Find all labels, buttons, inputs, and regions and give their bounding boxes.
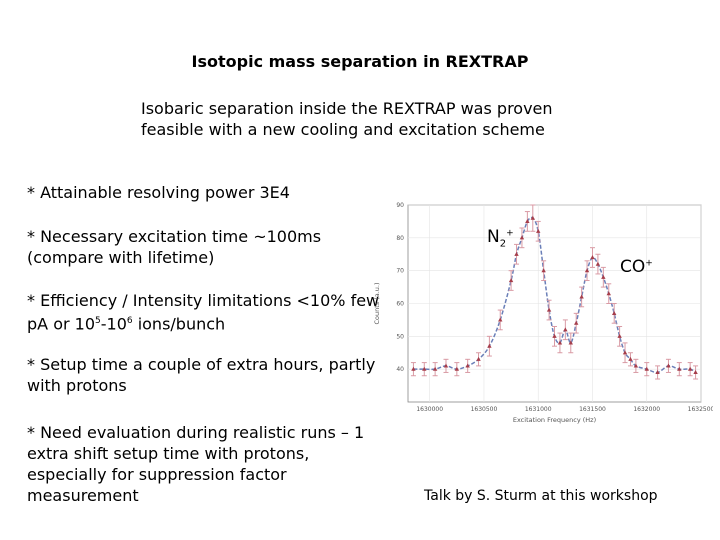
co-superscript: + — [645, 258, 653, 269]
mass-spectrum-chart: 40 50 60 70 80 90 1630000 1630500 1631000 1631500… — [373, 202, 713, 424]
y-tick-label: 50 — [396, 333, 404, 340]
bullet-efficiency-text-b: -10 — [100, 314, 127, 334]
exponent-6: 6 — [126, 316, 133, 326]
bullet-efficiency-text-a: * Efficiency / Intensity limitations <10… — [27, 291, 380, 334]
data-points — [411, 215, 698, 375]
data-point — [611, 310, 617, 315]
data-point — [617, 333, 622, 338]
data-point — [687, 366, 693, 371]
error-bars — [410, 204, 699, 380]
data-point — [693, 370, 698, 375]
bullet-efficiency: * Efficiency / Intensity limitations <10… — [27, 290, 387, 334]
y-tick-label: 60 — [396, 301, 404, 308]
x-tick-label: 1632500 — [688, 406, 713, 413]
data-point — [465, 363, 470, 368]
data-point — [443, 363, 449, 368]
data-point — [628, 356, 633, 361]
data-point — [552, 333, 557, 338]
data-point — [536, 228, 541, 233]
bullet-evaluation: * Need evaluation during realistic runs … — [27, 423, 365, 505]
data-point — [514, 251, 519, 256]
x-tick-label: 1631500 — [579, 406, 606, 413]
data-point — [432, 366, 438, 371]
data-point — [476, 356, 481, 361]
x-tick-label: 1630500 — [471, 406, 498, 413]
y-tick-label: 90 — [396, 202, 404, 209]
data-point — [579, 294, 584, 299]
n2-subscript: 2 — [499, 238, 507, 250]
y-axis-label: Counts (a.u.) — [373, 282, 381, 324]
bullet-excitation-time: * Necessary excitation time ~100ms (comp… — [27, 227, 322, 267]
data-point — [644, 366, 649, 371]
data-point — [622, 350, 628, 355]
data-point — [525, 219, 530, 224]
co-peak-label: CO+ — [620, 257, 653, 277]
x-axis-label: Excitation Frequency (Hz) — [513, 416, 596, 424]
data-point — [655, 370, 660, 375]
n2-label-text: N — [487, 227, 500, 247]
data-point — [584, 268, 590, 273]
data-point — [574, 320, 579, 325]
data-point — [563, 327, 568, 332]
data-point — [411, 366, 416, 371]
data-point — [546, 307, 552, 312]
data-point — [677, 366, 682, 371]
x-tick-label: 1631000 — [525, 406, 552, 413]
data-point — [633, 363, 639, 368]
data-point — [487, 343, 492, 348]
bullet-resolving-power: * Attainable resolving power 3E4 — [27, 183, 290, 202]
data-point — [541, 268, 546, 273]
data-point — [530, 215, 535, 220]
chart-tick-labels: 40 50 60 70 80 90 1630000 1630500 1631000 1631500… — [396, 202, 713, 413]
data-point — [568, 340, 573, 345]
y-tick-label: 40 — [396, 366, 404, 373]
data-point — [590, 255, 595, 260]
bullet-setup-time: * Setup time a couple of extra hours, pa… — [27, 355, 376, 395]
bullet-efficiency-text-c: ions/bunch — [132, 314, 226, 334]
data-point — [595, 261, 601, 266]
x-tick-label: 1632000 — [633, 406, 660, 413]
data-point — [454, 366, 460, 371]
exponent-5: 5 — [95, 316, 101, 326]
data-point — [498, 317, 503, 322]
data-point — [666, 363, 671, 368]
data-point — [519, 235, 525, 240]
n2-superscript: + — [506, 228, 514, 239]
data-point — [606, 291, 611, 296]
y-tick-label: 70 — [396, 268, 404, 275]
y-tick-label: 80 — [396, 235, 404, 242]
n2-peak-label: N2+ — [487, 227, 514, 249]
data-point — [508, 278, 514, 283]
slide-title: Isotopic mass separation in REXTRAP — [191, 52, 529, 71]
data-point — [557, 340, 563, 345]
data-point — [601, 274, 606, 279]
fit-curve — [413, 216, 697, 374]
intro-text: Isobaric separation inside the REXTRAP w… — [141, 99, 553, 139]
x-tick-label: 1630000 — [416, 406, 443, 413]
credit-text: Talk by S. Sturm at this workshop — [424, 488, 658, 504]
data-point — [422, 366, 427, 371]
co-label-text: CO — [620, 257, 646, 277]
